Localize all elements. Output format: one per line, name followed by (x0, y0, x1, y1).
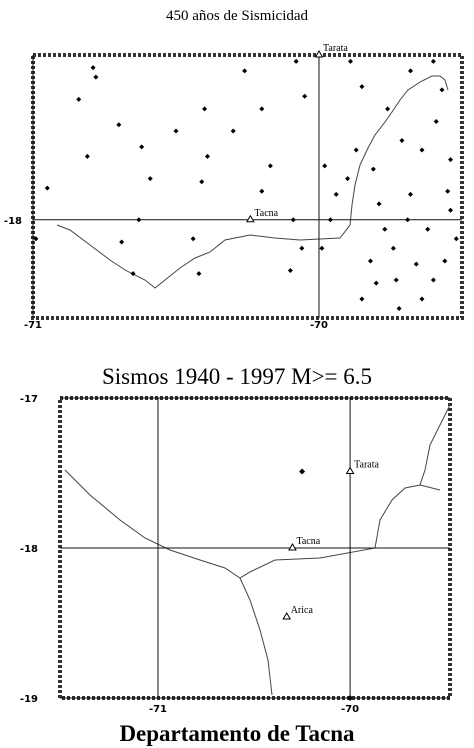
epicenter (385, 106, 391, 112)
epicenter (439, 87, 445, 93)
y-tick-label: -17 (20, 394, 38, 405)
epicenter (322, 163, 328, 169)
epicenter (204, 153, 210, 159)
place-label: Arica (291, 605, 314, 616)
epicenter (373, 280, 379, 286)
epicenter (399, 138, 405, 144)
bottom-title: Sismos 1940 - 1997 M>= 6.5 (102, 364, 372, 389)
epicenter (408, 191, 414, 197)
epicenter (453, 236, 459, 242)
epicenter (299, 468, 306, 475)
epicenter (259, 106, 265, 112)
place-label: Tacna (296, 536, 320, 547)
place-marker (288, 543, 297, 551)
epicenter (242, 68, 248, 74)
epicenter (390, 245, 396, 251)
epicenter (359, 296, 365, 302)
epicenter (196, 271, 202, 277)
place-label: Tarata (354, 460, 379, 471)
epicenter (290, 217, 296, 223)
border (419, 404, 451, 486)
epicenter (136, 217, 142, 223)
epicenter (293, 58, 299, 64)
x-tick-label: -71 (24, 320, 42, 331)
epicenter (430, 58, 436, 64)
epicenter (147, 176, 153, 182)
top-title: 450 años de Sismicidad (166, 8, 309, 24)
epicenter (367, 258, 373, 264)
epicenter (430, 277, 436, 283)
epicenter (259, 188, 265, 194)
epicenter (448, 157, 454, 163)
x-tick-label: -70 (310, 320, 328, 331)
epicenter (199, 179, 205, 185)
epicenter (376, 201, 382, 207)
y-tick-label: -18 (4, 216, 22, 227)
place-marker (314, 50, 324, 58)
place-marker (282, 612, 292, 620)
epicenter (419, 147, 425, 153)
epicenter (393, 277, 399, 283)
epicenter (299, 245, 305, 251)
epicenter (119, 239, 125, 245)
epicenter (413, 261, 419, 267)
epicenter (433, 119, 439, 125)
epicenter (405, 217, 411, 223)
epicenter (408, 68, 414, 74)
epicenter (319, 245, 325, 251)
epicenter (359, 84, 365, 90)
epicenter (139, 144, 145, 150)
epicenter (425, 226, 431, 232)
epicenter (382, 226, 388, 232)
caption: Departamento de Tacna (119, 721, 355, 746)
epicenter (116, 122, 122, 128)
epicenter (347, 58, 353, 64)
coastline (56, 75, 449, 289)
place-marker (245, 214, 255, 223)
coastline (64, 469, 441, 579)
epicenter (33, 236, 39, 242)
epicenter (76, 96, 82, 102)
place-marker (345, 466, 355, 474)
place-label: Tarata (323, 43, 348, 54)
epicenter (333, 191, 339, 197)
epicenter (347, 695, 354, 701)
epicenter (173, 128, 179, 134)
border (239, 577, 273, 696)
epicenter (370, 166, 376, 172)
y-tick-label: -19 (20, 694, 38, 705)
epicenter (345, 176, 351, 182)
top-frame (31, 53, 464, 320)
epicenter (302, 93, 308, 99)
epicenter (190, 236, 196, 242)
epicenter (445, 188, 451, 194)
epicenter (448, 207, 454, 213)
epicenter (353, 147, 359, 153)
epicenter (230, 128, 236, 134)
epicenter (84, 153, 90, 159)
epicenter (267, 163, 273, 169)
epicenter (327, 217, 333, 223)
y-tick-label: -18 (20, 544, 38, 555)
epicenter (442, 258, 448, 264)
x-tick-label: -70 (341, 704, 359, 715)
place-label: Tacna (254, 208, 278, 219)
epicenter (93, 74, 99, 80)
epicenter (419, 296, 425, 302)
epicenter (44, 185, 50, 191)
epicenter (287, 267, 293, 273)
epicenter (130, 271, 136, 277)
x-tick-label: -71 (149, 704, 167, 715)
epicenter (90, 65, 96, 71)
epicenter (202, 106, 208, 112)
epicenter (396, 305, 402, 311)
